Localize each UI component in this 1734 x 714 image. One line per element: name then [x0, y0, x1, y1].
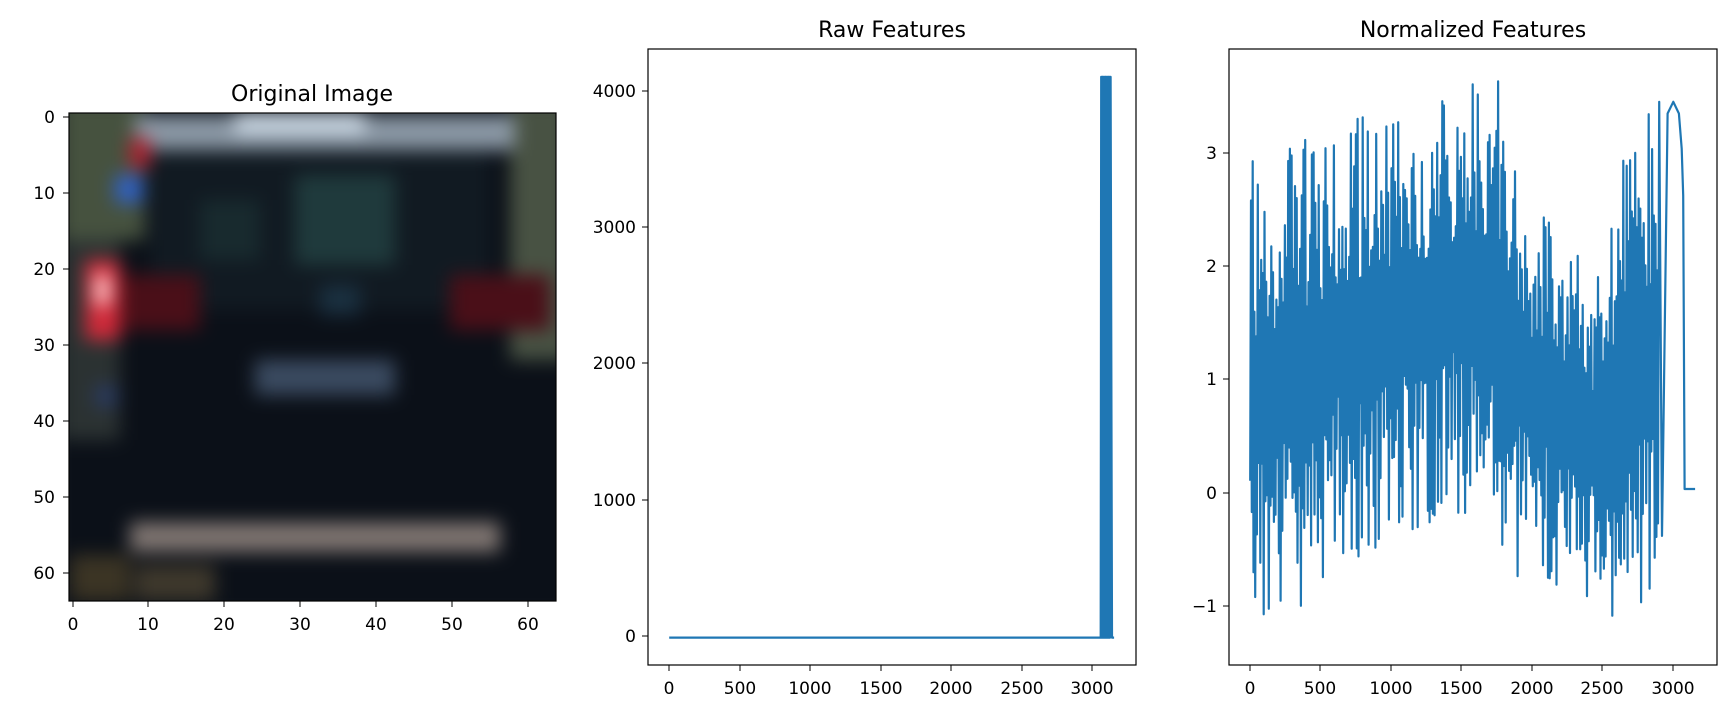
y-tick-label: 1	[1206, 370, 1217, 390]
x-tick-label: 0	[1245, 679, 1256, 699]
x-tick-label: 2000	[929, 679, 972, 699]
series-line	[669, 75, 1115, 639]
plot-area	[669, 75, 1115, 639]
x-tick-label: 1000	[788, 679, 831, 699]
y-tick-label: 2	[1206, 257, 1217, 277]
x-axis-ticks: 0 500 1000 1500 2000 2500 3000	[664, 665, 1114, 699]
y-tick-label: 30	[33, 336, 55, 356]
y-tick-label: −1	[1192, 597, 1217, 617]
y-axis-ticks: −1 0 1 2 3	[1192, 144, 1229, 617]
chart-title: Raw Features	[818, 18, 966, 43]
panel-original-image: Original Image	[33, 82, 557, 635]
y-tick-label: 0	[44, 108, 55, 128]
y-axis-ticks: 0 10 20 30 40 50 60	[33, 108, 69, 584]
x-tick-label: 40	[365, 615, 387, 635]
image-frame	[68, 112, 557, 602]
y-tick-label: 40	[33, 412, 55, 432]
x-tick-label: 3000	[1651, 679, 1694, 699]
y-tick-label: 2000	[593, 354, 636, 374]
y-tick-label: 1000	[593, 491, 636, 511]
axes-frame	[647, 48, 1137, 666]
x-axis-ticks: 0 500 1000 1500 2000 2500 3000	[1245, 665, 1695, 699]
chart-title: Normalized Features	[1360, 18, 1586, 43]
plot-area	[1249, 80, 1696, 617]
x-tick-label: 0	[664, 679, 675, 699]
y-tick-label: 0	[625, 627, 636, 647]
y-tick-label: 10	[33, 184, 55, 204]
x-tick-label: 1500	[1439, 679, 1482, 699]
x-tick-label: 30	[289, 615, 311, 635]
x-tick-label: 1000	[1369, 679, 1412, 699]
x-tick-label: 2000	[1510, 679, 1553, 699]
y-tick-label: 20	[33, 260, 55, 280]
y-tick-label: 0	[1206, 484, 1217, 504]
x-tick-label: 20	[213, 615, 235, 635]
x-tick-label: 500	[1304, 679, 1336, 699]
car-image	[69, 113, 556, 601]
x-axis-ticks: 0 10 20 30 40 50 60	[68, 601, 539, 635]
y-tick-label: 60	[33, 564, 55, 584]
x-tick-label: 1500	[859, 679, 902, 699]
panel-normalized-features: Normalized Features 0 500 1000 1500 2000…	[1192, 18, 1718, 699]
x-tick-label: 2500	[1580, 679, 1623, 699]
chart-title: Original Image	[231, 82, 393, 107]
y-tick-label: 4000	[593, 82, 636, 102]
y-axis-ticks: 0 1000 2000 3000 4000	[593, 82, 648, 647]
x-tick-label: 500	[724, 679, 756, 699]
x-tick-label: 3000	[1070, 679, 1113, 699]
x-tick-label: 60	[517, 615, 539, 635]
y-tick-label: 3	[1206, 144, 1217, 164]
axes-frame	[1228, 48, 1718, 666]
x-tick-label: 10	[137, 615, 159, 635]
panel-raw-features: Raw Features 0 500 1000 1500 2000 2500 3…	[593, 18, 1137, 699]
x-tick-label: 50	[441, 615, 463, 635]
x-tick-label: 0	[68, 615, 79, 635]
y-tick-label: 3000	[593, 218, 636, 238]
x-tick-label: 2500	[1000, 679, 1043, 699]
y-tick-label: 50	[33, 488, 55, 508]
series-line	[1249, 80, 1696, 617]
